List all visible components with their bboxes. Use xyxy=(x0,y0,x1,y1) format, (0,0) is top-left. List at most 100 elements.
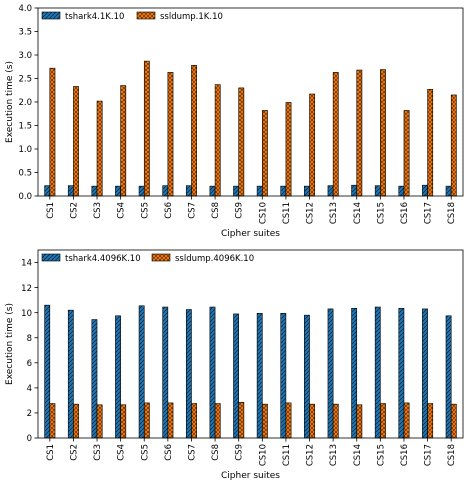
x-tick-label-cs5: CS5 xyxy=(140,202,150,219)
y-tick-label: 4 xyxy=(27,384,32,394)
chart-top: 0.0 0.5 1.0 1.5 2.0 2.5 3.0 3.5 4.0 CS1 CS2 CS3 CS4 C… xyxy=(5,4,464,239)
legend-label-ssldump: ssldump.4096K.10 xyxy=(175,254,254,264)
y-tick-label: 10 xyxy=(21,309,32,319)
x-tick-label-cs5: CS5 xyxy=(140,444,150,461)
x-tick-label-cs6: CS6 xyxy=(164,202,174,219)
bar-tshark-cs16 xyxy=(398,307,405,439)
y-tick-label: 3.0 xyxy=(18,51,32,61)
y-tick-label: 2 xyxy=(27,409,32,419)
x-tick-label-cs3: CS3 xyxy=(93,202,103,219)
bar-tshark-cs14 xyxy=(351,184,358,197)
bar-tshark-cs13 xyxy=(327,185,334,197)
x-axis-label: Cipher suites xyxy=(221,229,280,239)
legend-swatch-tshark xyxy=(41,253,61,262)
bar-tshark-cs12 xyxy=(304,314,310,439)
x-tick-label-cs16: CS16 xyxy=(400,444,410,466)
bar-ssldump-cs5 xyxy=(143,402,150,439)
bar-tshark-cs13 xyxy=(327,308,334,439)
bar-ssldump-cs13 xyxy=(332,72,339,197)
y-tick-label: 6 xyxy=(27,359,32,369)
bar-tshark-cs16 xyxy=(398,185,405,197)
bar-ssldump-cs3 xyxy=(96,404,103,439)
x-tick-label-cs16: CS16 xyxy=(400,202,410,224)
bar-tshark-cs8 xyxy=(209,306,216,439)
x-tick-label-cs1: CS1 xyxy=(46,202,56,219)
bar-ssldump-cs5 xyxy=(143,60,150,197)
x-tick-label-cs4: CS4 xyxy=(117,444,127,461)
bar-ssldump-cs16 xyxy=(403,402,410,439)
x-tick-label-cs7: CS7 xyxy=(187,202,197,219)
x-tick-label-cs13: CS13 xyxy=(329,444,339,466)
bar-tshark-cs15 xyxy=(374,306,381,439)
bar-tshark-cs11 xyxy=(280,312,287,439)
bar-ssldump-cs8 xyxy=(214,84,221,197)
chart-bottom: 0 2 4 6 8 10 12 14 CS1 CS2 CS3 CS4 CS5 CS6 CS7 CS8 CS9 CS… xyxy=(5,249,464,481)
bar-ssldump-cs3 xyxy=(96,100,103,197)
plot-frame xyxy=(37,249,464,439)
bar-tshark-cs7 xyxy=(185,185,192,197)
legend-swatch-ssldump xyxy=(136,11,156,20)
y-tick-label: 4.0 xyxy=(18,4,32,14)
bar-ssldump-cs1 xyxy=(49,67,56,197)
y-tick-label: 0.0 xyxy=(18,192,32,202)
y-axis-label: Execution time (s) xyxy=(5,61,15,143)
bar-tshark-cs2 xyxy=(67,309,74,439)
bar-ssldump-cs1 xyxy=(49,403,56,439)
legend: tshark4.4096K.10 ssldump.4096K.10 xyxy=(41,253,254,264)
bar-tshark-cs3 xyxy=(91,319,98,439)
bar-ssldump-cs6 xyxy=(167,72,174,197)
y-tick-label: 1.0 xyxy=(18,145,32,155)
x-tick-label-cs6: CS6 xyxy=(164,444,174,461)
bar-ssldump-cs15 xyxy=(380,403,386,439)
y-tick-label: 8 xyxy=(27,334,32,344)
x-tick-label-cs8: CS8 xyxy=(211,444,221,461)
bar-ssldump-cs15 xyxy=(380,69,386,197)
bar-ssldump-cs8 xyxy=(214,403,221,439)
x-tick-label-cs15: CS15 xyxy=(376,202,386,224)
legend-label-tshark: tshark4.1K.10 xyxy=(65,12,124,22)
x-tick-label-cs12: CS12 xyxy=(306,444,316,466)
bar-ssldump-cs12 xyxy=(309,93,316,197)
bar-tshark-cs10 xyxy=(256,185,263,197)
bar-ssldump-cs12 xyxy=(309,403,316,439)
y-tick-label: 12 xyxy=(21,284,32,294)
bar-tshark-cs1 xyxy=(44,185,51,197)
bar-tshark-cs9 xyxy=(233,313,239,439)
bar-tshark-cs17 xyxy=(422,184,428,197)
y-tick-label: 0 xyxy=(27,434,32,444)
x-tick-label-cs12: CS12 xyxy=(306,202,316,224)
bar-ssldump-cs2 xyxy=(73,86,79,197)
bar-ssldump-cs10 xyxy=(262,403,268,439)
bar-ssldump-cs4 xyxy=(120,85,127,197)
bar-tshark-cs8 xyxy=(209,185,216,197)
y-tick-label: 2.0 xyxy=(18,98,32,108)
x-tick-label-cs10: CS10 xyxy=(258,444,268,466)
x-tick-label-cs10: CS10 xyxy=(258,202,268,224)
bar-tshark-cs3 xyxy=(91,185,98,197)
bar-tshark-cs4 xyxy=(115,185,121,197)
bar-ssldump-cs7 xyxy=(191,65,197,197)
bar-ssldump-cs7 xyxy=(191,403,197,439)
x-tick-label-cs17: CS17 xyxy=(424,202,434,224)
bar-ssldump-cs13 xyxy=(332,403,339,439)
x-tick-label-cs14: CS14 xyxy=(353,202,363,224)
legend-label-ssldump: ssldump.1K.10 xyxy=(160,12,223,22)
bar-tshark-cs18 xyxy=(445,315,452,439)
bar-tshark-cs4 xyxy=(115,315,121,439)
bar-ssldump-cs17 xyxy=(427,89,434,197)
bar-tshark-cs2 xyxy=(67,185,74,197)
x-tick-label-cs11: CS11 xyxy=(282,444,292,466)
legend-label-tshark: tshark4.4096K.10 xyxy=(65,254,141,264)
bar-ssldump-cs14 xyxy=(356,69,363,197)
x-tick-label-cs11: CS11 xyxy=(282,202,292,224)
bar-tshark-cs6 xyxy=(162,185,169,197)
legend-swatch-tshark xyxy=(41,11,61,20)
bar-tshark-cs12 xyxy=(304,185,310,197)
bar-ssldump-cs16 xyxy=(403,110,410,197)
bar-ssldump-cs4 xyxy=(120,404,127,439)
y-tick-label: 1.5 xyxy=(18,122,32,132)
bar-ssldump-cs14 xyxy=(356,404,363,439)
bar-ssldump-cs11 xyxy=(285,402,292,439)
x-tick-label-cs2: CS2 xyxy=(69,202,79,219)
x-tick-label-cs14: CS14 xyxy=(353,444,363,466)
